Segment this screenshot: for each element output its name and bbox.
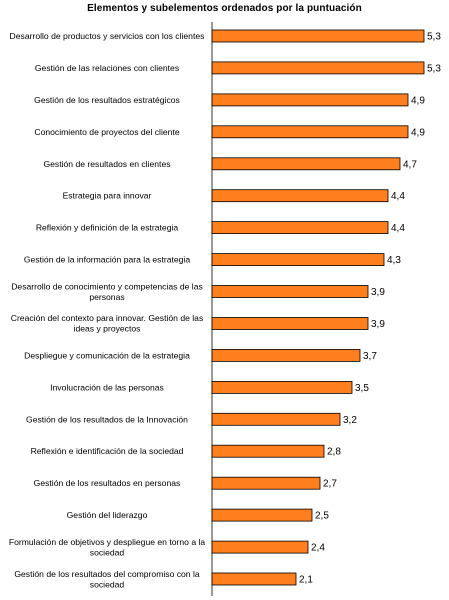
- bar: [211, 61, 425, 75]
- value-label: 5,3: [427, 32, 441, 43]
- value-label: 2,7: [323, 479, 337, 490]
- value-label: 3,2: [343, 415, 357, 426]
- bars-group: 5,3 Desarrollo de productos y servicios c…: [9, 29, 441, 590]
- bar: [211, 157, 401, 171]
- value-label: 2,1: [299, 575, 313, 586]
- category-label: Gestión de resultados en clientes: [43, 159, 170, 169]
- value-label: 2,5: [315, 511, 329, 522]
- bar: [211, 444, 325, 458]
- category-label: Reflexión e identificación de la socieda…: [31, 446, 184, 456]
- bar: [211, 285, 369, 298]
- bar: [211, 125, 409, 139]
- value-label: 4,9: [411, 95, 425, 106]
- category-label: Gestión de los resultados de la Innovaci…: [26, 414, 188, 424]
- bar: [211, 412, 341, 426]
- bar: [211, 189, 389, 203]
- category-label: Despliegue y comunicación de la estrateg…: [24, 350, 190, 360]
- category-label: Desarrollo de productos y servicios con …: [10, 31, 205, 41]
- value-label: 3,9: [371, 319, 385, 330]
- bar: [211, 317, 369, 330]
- value-label: 4,7: [403, 159, 417, 170]
- value-label: 3,7: [363, 351, 377, 362]
- category-label: Involucración de las personas: [50, 382, 164, 392]
- bar: [211, 476, 321, 490]
- category-label: Gestión de las relaciones con clientes: [35, 63, 179, 73]
- bar: [211, 508, 313, 522]
- bar: [211, 93, 409, 107]
- bar: [211, 572, 297, 586]
- chart-title: Elementos y subelementos ordenados por l…: [87, 3, 362, 14]
- category-label: Gestión de la información para la estrat…: [24, 255, 190, 265]
- value-label: 5,3: [427, 63, 441, 74]
- value-label: 4,3: [387, 255, 401, 266]
- category-label: Creación del contexto para innovar. Gest…: [11, 313, 204, 334]
- category-label: Gestión de los resultados del compromiso…: [14, 569, 200, 590]
- bar: [211, 253, 385, 267]
- category-label: Formulación de objetivos y despliegue en…: [9, 537, 206, 558]
- category-label: Reflexión y definición de la estrategia: [36, 223, 179, 233]
- bar: [211, 540, 309, 554]
- category-label: Estrategia para innovar: [63, 191, 152, 201]
- category-label: Gestión de los resultados en personas: [34, 478, 181, 488]
- value-label: 2,4: [311, 543, 325, 554]
- category-label: Gestión de los resultados estratégicos: [34, 95, 180, 105]
- value-label: 4,9: [411, 127, 425, 138]
- category-label: Gestión del liderazgo: [67, 510, 148, 520]
- bar: [211, 348, 361, 362]
- value-label: 3,9: [371, 287, 385, 298]
- category-label: Conocimiento de proyectos del cliente: [34, 127, 179, 137]
- value-label: 3,5: [355, 383, 369, 394]
- bar: [211, 380, 353, 394]
- bar: [211, 221, 389, 235]
- value-label: 2,8: [327, 447, 341, 458]
- category-label: Desarrollo de conocimiento y competencia…: [11, 281, 203, 302]
- bar: [211, 29, 425, 43]
- value-label: 4,4: [391, 223, 405, 234]
- value-label: 4,4: [391, 191, 405, 202]
